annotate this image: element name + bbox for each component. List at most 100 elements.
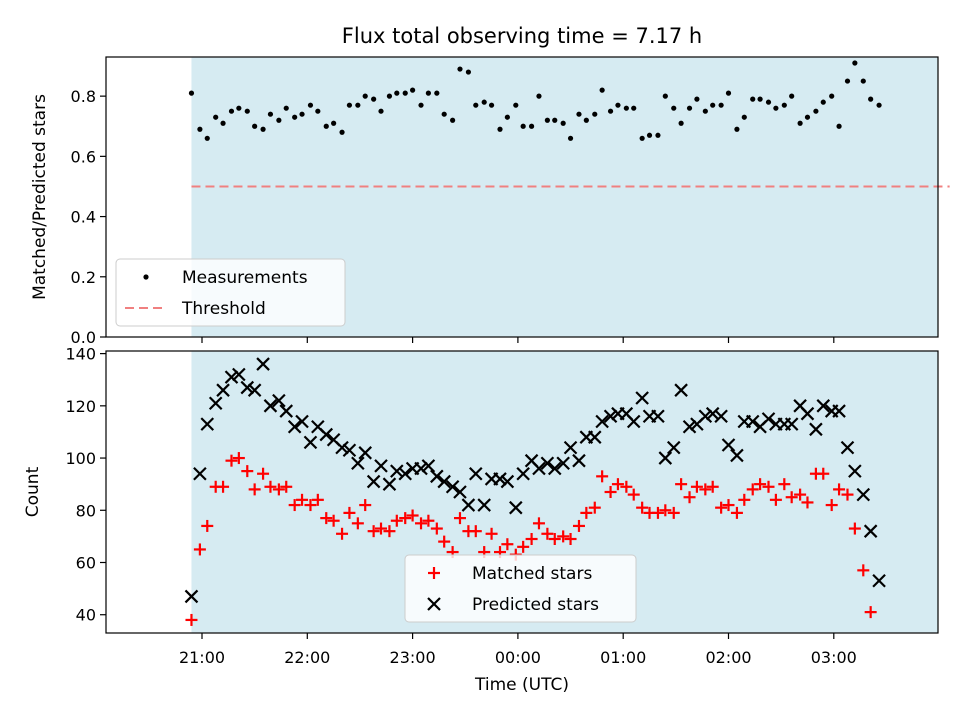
- predicted-star-point: [832, 404, 846, 418]
- measurement-point: [592, 111, 598, 117]
- measurement-point: [457, 66, 463, 72]
- measurement-point: [197, 126, 203, 132]
- matched-star-point: [825, 499, 838, 512]
- measurement-point: [623, 105, 629, 111]
- matched-star-point: [185, 613, 198, 626]
- top-y-ticks: 0.0 0.2 0.4 0.6 0.8: [71, 87, 106, 347]
- bottom-legend-box: [404, 554, 637, 623]
- matched-star-point: [690, 480, 703, 493]
- predicted-star-point: [540, 456, 555, 471]
- legend-predicted-marker: [427, 597, 441, 611]
- matched-star-point: [501, 538, 514, 551]
- measurement-point: [868, 96, 874, 102]
- x-axis-label: Time (UTC): [474, 675, 569, 695]
- x-tick-label: 02:00: [705, 648, 751, 667]
- y-tick-label: 0.0: [71, 328, 96, 347]
- measurement-point: [331, 120, 337, 126]
- measurement-point: [804, 114, 811, 120]
- top-panel-frame: [105, 56, 939, 338]
- predicted-star-point: [351, 456, 365, 471]
- predicted-star-point: [279, 404, 294, 418]
- measurement-point: [710, 102, 716, 108]
- measurement-point: [339, 129, 345, 135]
- predicted-star-point: [730, 448, 744, 463]
- matched-star-point: [659, 504, 672, 517]
- predicted-star-point: [856, 487, 871, 502]
- predicted-star-point: [193, 466, 207, 481]
- matched-star-point: [848, 522, 861, 535]
- measurement-point: [615, 102, 621, 108]
- measurement-point: [836, 123, 842, 129]
- measurement-point: [734, 126, 740, 132]
- matched-star-point: [375, 522, 388, 535]
- predicted-star-point: [547, 461, 562, 476]
- predicted-star-point: [414, 461, 428, 476]
- predicted-star-point: [532, 461, 546, 476]
- predicted-star-point: [784, 417, 799, 431]
- measurement-point: [434, 90, 440, 96]
- measurement-point: [765, 99, 772, 105]
- measurement-point: [528, 123, 535, 129]
- measurement-point: [267, 111, 274, 117]
- measurement-point: [315, 108, 321, 114]
- y-tick-label: 0.8: [71, 87, 96, 106]
- matched-star-point: [864, 606, 877, 619]
- matched-star-point: [359, 499, 372, 512]
- predicted-star-point: [232, 367, 246, 382]
- predicted-star-point: [603, 409, 618, 424]
- predicted-star-point: [445, 479, 460, 494]
- matched-star-point: [390, 514, 403, 527]
- predicted-star-point: [358, 446, 372, 460]
- x-tick-label: 01:00: [600, 648, 646, 667]
- measurement-point: [560, 120, 566, 126]
- matched-star-point: [367, 525, 380, 538]
- predicted-star-point: [287, 419, 302, 434]
- measurement-point: [607, 108, 614, 114]
- predicted-star-point: [509, 500, 523, 515]
- measurement-point: [773, 105, 779, 111]
- matched-star-point: [485, 527, 498, 540]
- matched-star-point: [833, 483, 846, 496]
- matched-star-point: [304, 499, 317, 512]
- x-tick-label: 21:00: [179, 648, 225, 667]
- bottom-y-axis-label: Count: [23, 466, 43, 517]
- measurement-point: [362, 93, 368, 99]
- measurement-point: [844, 78, 851, 84]
- measurement-point: [876, 102, 882, 108]
- measurement-point: [781, 102, 787, 108]
- measurement-point: [323, 123, 329, 129]
- matched-star-point: [620, 480, 633, 493]
- measurement-point: [188, 90, 195, 96]
- predicted-star-point: [572, 453, 586, 468]
- predicted-star-point: [816, 399, 831, 413]
- predicted-star-point: [556, 456, 570, 471]
- y-tick-label: 40: [76, 606, 96, 625]
- predicted-star-point: [705, 406, 720, 421]
- matched-star-point: [351, 517, 364, 530]
- measurement-point: [299, 111, 305, 117]
- matched-star-point: [801, 496, 814, 509]
- legend-measurements-label: Measurements: [182, 268, 308, 288]
- matched-star-point: [415, 517, 428, 530]
- predicted-star-point: [493, 472, 507, 486]
- measurement-point: [228, 108, 235, 114]
- predicted-star-point: [745, 414, 760, 429]
- matched-star-point: [225, 454, 238, 467]
- predicted-star-point: [335, 440, 349, 455]
- predicted-star-point: [477, 498, 491, 512]
- measurement-point: [371, 96, 377, 102]
- matched-star-point: [311, 493, 324, 506]
- measurement-point: [671, 105, 677, 111]
- measurement-point: [860, 78, 866, 84]
- predicted-star-point: [469, 466, 483, 481]
- matched-star-point: [627, 488, 640, 501]
- matched-star-point: [280, 480, 293, 493]
- top-panel: 0.0 0.2 0.4 0.6 0.8 Flux total observing tim…: [30, 24, 950, 347]
- predicted-star-point: [461, 498, 476, 512]
- predicted-star-point: [761, 412, 776, 426]
- measurement-point: [797, 120, 803, 126]
- measurement-point: [504, 114, 510, 120]
- measurement-point: [450, 117, 456, 123]
- predicted-star-point: [635, 391, 649, 405]
